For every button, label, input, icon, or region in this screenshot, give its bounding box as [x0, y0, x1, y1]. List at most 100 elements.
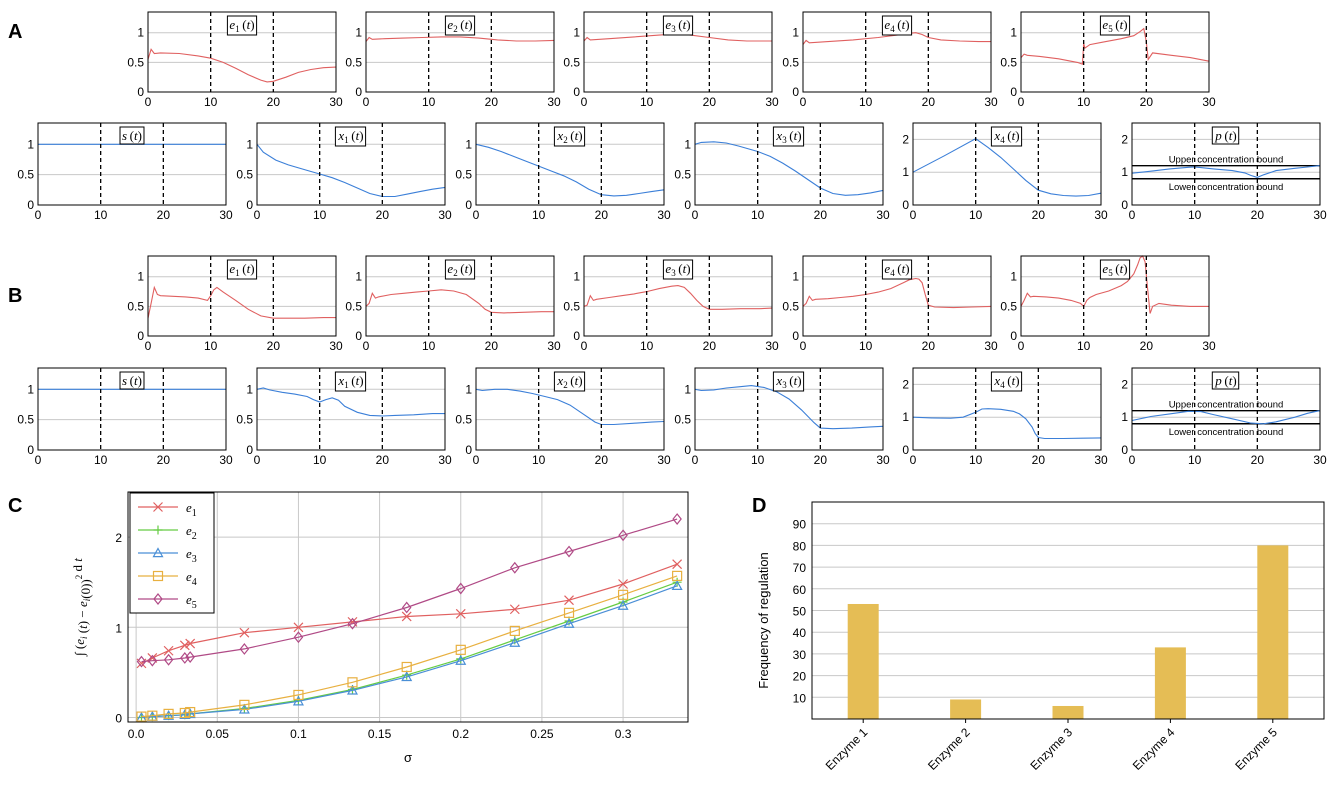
- data-point: [401, 611, 412, 622]
- x-tick-label: 10: [859, 95, 873, 109]
- x-tick-label: 20: [376, 453, 390, 467]
- x-tick-label: 10: [640, 339, 654, 353]
- x-tick-label: 30: [657, 208, 671, 222]
- y-tick-label: 1: [1010, 26, 1017, 40]
- y-tick-label: 1: [246, 137, 253, 151]
- y-tick-label: 0.5: [674, 168, 691, 182]
- y-tick-label: 10: [793, 691, 807, 705]
- y-tick-label: 1: [792, 26, 799, 40]
- data-point: [347, 677, 358, 688]
- subplot-label-box: [119, 126, 145, 145]
- y-tick-label: 60: [793, 583, 807, 597]
- y-tick-label: 0: [1010, 85, 1017, 99]
- y-tick-label: 20: [793, 670, 807, 684]
- y-tick-label: 1: [137, 26, 144, 40]
- y-tick-label: 2: [1121, 132, 1128, 146]
- x-tick-label: 20: [267, 95, 281, 109]
- subplot-frame: [694, 122, 884, 206]
- series-line: [1020, 255, 1209, 314]
- y-tick-label: 0: [902, 198, 909, 212]
- plot-frame: [127, 491, 689, 723]
- legend-entry: e5: [186, 592, 197, 611]
- x-tick-label: 0.3: [615, 727, 632, 741]
- data-point: [617, 599, 629, 610]
- subplot-frame: [1131, 122, 1321, 206]
- data-point: [509, 636, 521, 647]
- data-point: [293, 631, 304, 644]
- series-line: [256, 143, 446, 198]
- subplot-label: e2 (t): [447, 17, 472, 34]
- data-point: [147, 710, 158, 721]
- x-tick-label: 30: [876, 453, 890, 467]
- legend-entry: e3: [186, 546, 197, 565]
- y-tick-label: 0: [355, 329, 362, 343]
- x-tick-label: 0: [692, 208, 699, 222]
- panel-letter-d: D: [752, 495, 766, 517]
- y-tick-label: 1: [1121, 410, 1128, 424]
- series-line: [802, 277, 992, 309]
- x-tick-label: 30: [219, 453, 233, 467]
- subplot-frame: [256, 122, 446, 206]
- subplot-label: s (t): [122, 128, 142, 143]
- y-tick-label: 0.5: [563, 55, 580, 69]
- x-tick-label: 20: [1032, 208, 1046, 222]
- x-tick-label: 0: [1129, 453, 1136, 467]
- subplot-b-metabolites-0: 00.510 10 20 30s (t): [17, 367, 233, 467]
- x-tick-label: 20: [157, 208, 171, 222]
- x-tick-label: 30: [876, 208, 890, 222]
- data-point: [179, 707, 190, 719]
- y-tick-label: 1: [573, 26, 580, 40]
- y-tick-label: 2: [1121, 377, 1128, 391]
- series-line: [365, 36, 555, 42]
- y-tick-label: 0: [27, 443, 34, 457]
- subplot-label: x2 (t): [556, 128, 582, 145]
- x-tick-label: 0: [581, 339, 588, 353]
- x-tick-label: 20: [703, 339, 717, 353]
- bar: [847, 603, 879, 719]
- y-tick-label: 1: [355, 270, 362, 284]
- subplot-frame: [1020, 11, 1210, 93]
- x-tick-label: 20: [267, 339, 281, 353]
- data-point: [293, 689, 304, 701]
- subplot-label-box: [226, 259, 258, 280]
- x-tick-label: 10: [969, 208, 983, 222]
- data-point: [509, 625, 520, 637]
- subplot-label-box: [119, 371, 145, 390]
- x-tick-label: 0: [692, 453, 699, 467]
- y-tick-label: 0: [115, 711, 122, 725]
- y-tick-label: 90: [793, 518, 807, 532]
- y-tick-label: 0.5: [1000, 299, 1017, 313]
- subplot-label: e5 (t): [1102, 261, 1127, 278]
- legend: e1 e2 e3 e4 e5: [129, 492, 215, 614]
- x-tick-label: 10: [94, 208, 108, 222]
- subplot-label-box: [772, 371, 805, 392]
- y-tick-label: 0.5: [1000, 55, 1017, 69]
- panel-letter-a: A: [8, 21, 22, 43]
- subplot-label: x1 (t): [337, 373, 363, 390]
- series-line: [365, 289, 554, 314]
- x-tick-label: 0.2: [452, 727, 469, 741]
- data-point: [153, 525, 163, 535]
- x-tick-label: 10: [751, 208, 765, 222]
- y-tick-label: 0.5: [236, 168, 253, 182]
- subplot-frame: [912, 367, 1102, 451]
- x-tick-label: 0.25: [530, 727, 554, 741]
- x-tick-label: 10: [1077, 339, 1091, 353]
- subplot-label: e3 (t): [665, 17, 690, 34]
- x-tick-label: 0.15: [368, 727, 392, 741]
- x-tick-label: 0.1: [290, 727, 307, 741]
- y-tick-label: 1: [684, 382, 691, 396]
- y-tick-label: 1: [1010, 270, 1017, 284]
- subplot-label-box: [881, 15, 913, 36]
- x-tick-label: 30: [329, 95, 343, 109]
